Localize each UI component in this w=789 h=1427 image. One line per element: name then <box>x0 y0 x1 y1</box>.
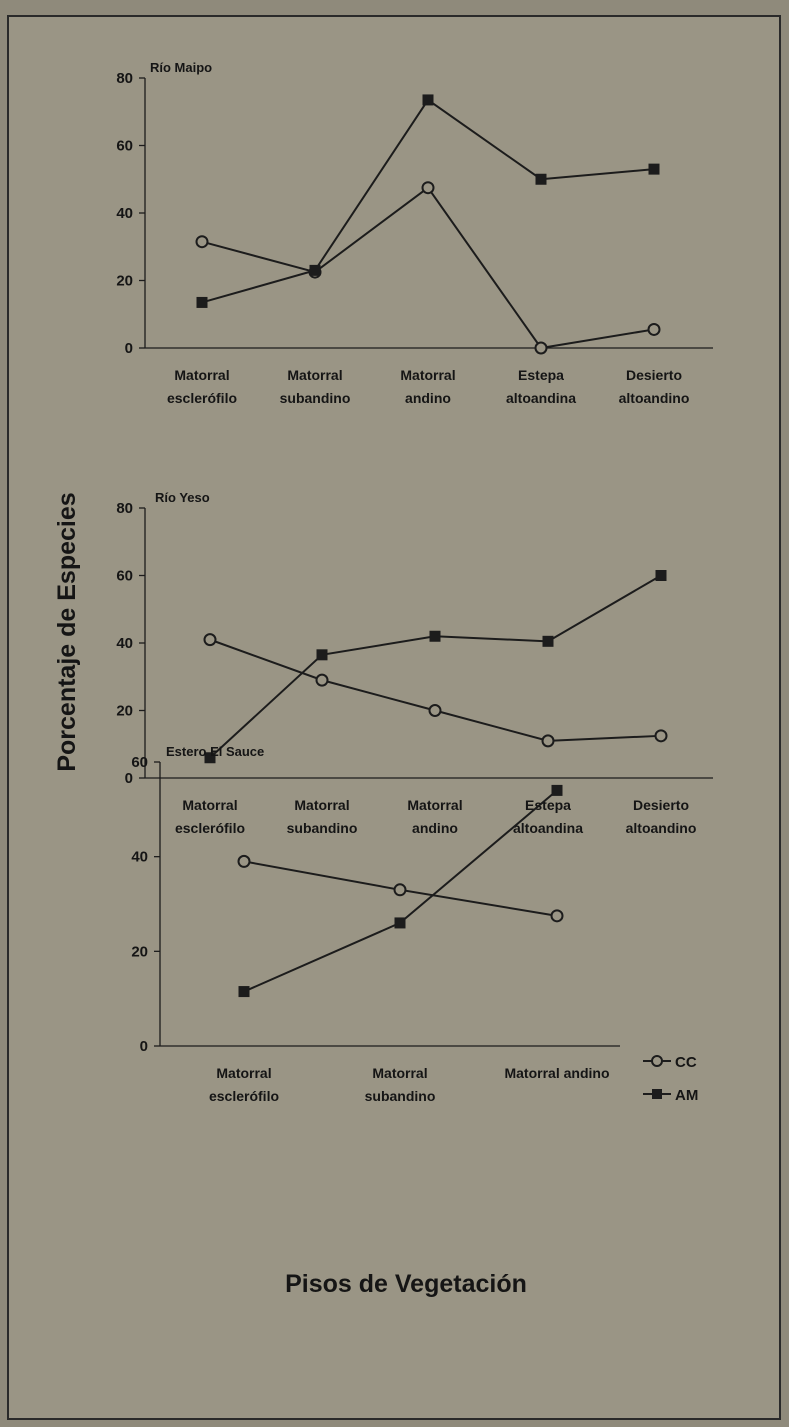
cc-point <box>647 322 661 336</box>
y-tick-label: 60 <box>116 138 133 155</box>
y-tick-label: 20 <box>116 703 133 720</box>
am-point <box>551 784 563 796</box>
cc-point <box>541 734 555 748</box>
x-tick-label: Matorral <box>294 797 349 813</box>
panel-title: Estero El Sauce <box>166 744 264 759</box>
x-tick-label: altoandino <box>619 390 690 406</box>
y-tick-label: 60 <box>116 568 133 585</box>
x-tick-label: altoandina <box>506 390 576 406</box>
am-point <box>309 264 321 276</box>
cc-point <box>550 909 564 923</box>
legend-cc-marker <box>651 1055 663 1067</box>
x-tick-label: esclerófilo <box>209 1088 279 1104</box>
series-line-cc <box>201 186 655 350</box>
x-tick-label: subandino <box>365 1088 436 1104</box>
x-tick-label: Matorral <box>182 797 237 813</box>
chart-panel-1: Río Maipo 0 20 40 60 80 Matorral esclerófilo Mat… <box>116 60 713 406</box>
y-tick-label: 80 <box>116 500 133 517</box>
x-tick-label: andino <box>412 820 458 836</box>
am-point <box>535 173 547 185</box>
x-tick-label: Matorral andino <box>504 1065 609 1081</box>
x-tick-label: Matorral <box>174 367 229 383</box>
figure-frame <box>7 15 781 1420</box>
am-point <box>655 570 667 581</box>
x-axis-label: Pisos de Vegetación <box>285 1270 527 1298</box>
cc-point <box>534 341 548 355</box>
y-tick-label: 0 <box>125 340 133 357</box>
am-point <box>204 752 216 764</box>
y-axis-label: Porcentaje de Especies <box>53 492 81 771</box>
y-tick-label: 0 <box>140 1038 148 1055</box>
am-point <box>429 630 441 642</box>
cc-point <box>654 729 668 743</box>
series-line-am <box>201 98 655 304</box>
y-tick-label: 0 <box>125 770 133 787</box>
x-tick-label: Matorral <box>216 1065 271 1081</box>
series-line-am <box>209 574 662 759</box>
y-tick-label: 20 <box>116 273 133 290</box>
chart-panels: Río Maipo 0 20 40 60 80 Matorral esclerófilo Mat… <box>116 60 713 1104</box>
cc-point <box>195 235 209 249</box>
x-tick-label: Matorral <box>407 797 462 813</box>
y-tick-label: 60 <box>131 754 148 771</box>
y-tick-label: 80 <box>116 70 133 87</box>
am-point <box>196 296 208 308</box>
x-tick-label: Matorral <box>287 367 342 383</box>
panel-title: Río Yeso <box>155 490 210 505</box>
x-tick-label: Matorral <box>400 367 455 383</box>
legend-am-label: AM <box>675 1087 698 1104</box>
cc-point <box>393 883 407 897</box>
x-tick-label: altoandino <box>626 820 697 836</box>
am-point <box>238 986 250 998</box>
x-tick-label: Estepa <box>525 797 571 813</box>
y-tick-label: 20 <box>131 943 148 960</box>
y-tick-label: 40 <box>131 849 148 866</box>
cc-point <box>237 854 251 868</box>
x-tick-label: esclerófilo <box>167 390 237 406</box>
cc-point <box>203 633 217 647</box>
am-point <box>394 917 406 929</box>
x-tick-label: Matorral <box>372 1065 427 1081</box>
cc-point <box>421 181 435 195</box>
am-point <box>648 163 660 175</box>
legend-cc-label: CC <box>675 1054 697 1071</box>
chart-panel-2: Río Yeso 0 20 40 60 80 Matorral esclerófilo Mato… <box>116 490 713 836</box>
legend-am-marker <box>652 1089 662 1099</box>
x-tick-label: altoandina <box>513 820 583 836</box>
x-tick-label: Desierto <box>633 797 689 813</box>
x-tick-label: Estepa <box>518 367 564 383</box>
am-point <box>542 635 554 647</box>
am-point <box>422 94 434 106</box>
panel-title: Río Maipo <box>150 60 212 75</box>
am-point <box>316 649 328 661</box>
x-tick-label: Desierto <box>626 367 682 383</box>
x-tick-label: esclerófilo <box>175 820 245 836</box>
cc-point <box>315 673 329 687</box>
legend: CC AM <box>643 1054 698 1104</box>
x-tick-label: andino <box>405 390 451 406</box>
y-tick-label: 40 <box>116 205 133 222</box>
y-tick-label: 40 <box>116 635 133 652</box>
chart-panel-3: Estero El Sauce 0 20 40 60 Matorral esclerófil… <box>131 744 620 1104</box>
series-line-cc <box>209 638 662 742</box>
cc-point <box>428 704 442 717</box>
x-tick-label: subandino <box>287 820 358 836</box>
x-tick-label: subandino <box>280 390 351 406</box>
